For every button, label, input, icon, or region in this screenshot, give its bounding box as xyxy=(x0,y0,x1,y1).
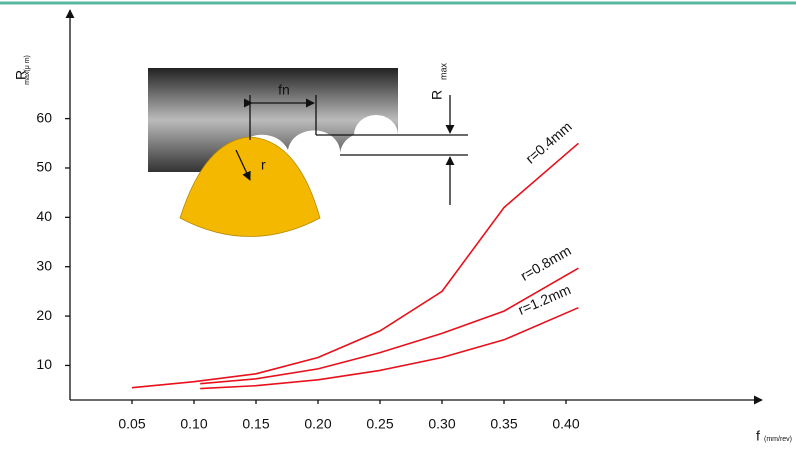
rmax-sub: max xyxy=(438,62,448,80)
x-tick-label: 0.20 xyxy=(304,416,331,432)
series-label: r=1.2mm xyxy=(516,281,573,318)
x-tick-label: 0.35 xyxy=(490,416,517,432)
x-label: f xyxy=(756,428,760,444)
series-label: r=0.4mm xyxy=(522,118,575,166)
x-tick-label: 0.30 xyxy=(428,416,455,432)
feed-label: fn xyxy=(278,82,290,98)
y-tick-label: 40 xyxy=(36,208,52,224)
y-label-sub: max(μ m) xyxy=(24,55,31,85)
y-tick-label: 50 xyxy=(36,159,52,175)
rmax-label: R xyxy=(429,90,445,100)
y-label: R xyxy=(13,70,29,80)
x-tick-label: 0.25 xyxy=(366,416,393,432)
radius-label: r xyxy=(261,157,266,173)
series-label: r=0.8mm xyxy=(518,242,574,284)
y-tick-label: 60 xyxy=(36,109,52,125)
series-line xyxy=(200,267,579,385)
y-tick-label: 10 xyxy=(36,356,52,372)
diagram xyxy=(148,68,468,237)
x-tick-label: 0.15 xyxy=(242,416,269,432)
x-tick-label: 0.40 xyxy=(552,416,579,432)
x-label-sub: (mm/rev) xyxy=(764,436,792,443)
series-line xyxy=(200,306,579,390)
series-line xyxy=(131,142,579,389)
x-tick-label: 0.05 xyxy=(118,416,145,432)
y-tick-label: 30 xyxy=(36,257,52,273)
y-tick-label: 20 xyxy=(36,307,52,323)
x-tick-label: 0.10 xyxy=(180,416,207,432)
